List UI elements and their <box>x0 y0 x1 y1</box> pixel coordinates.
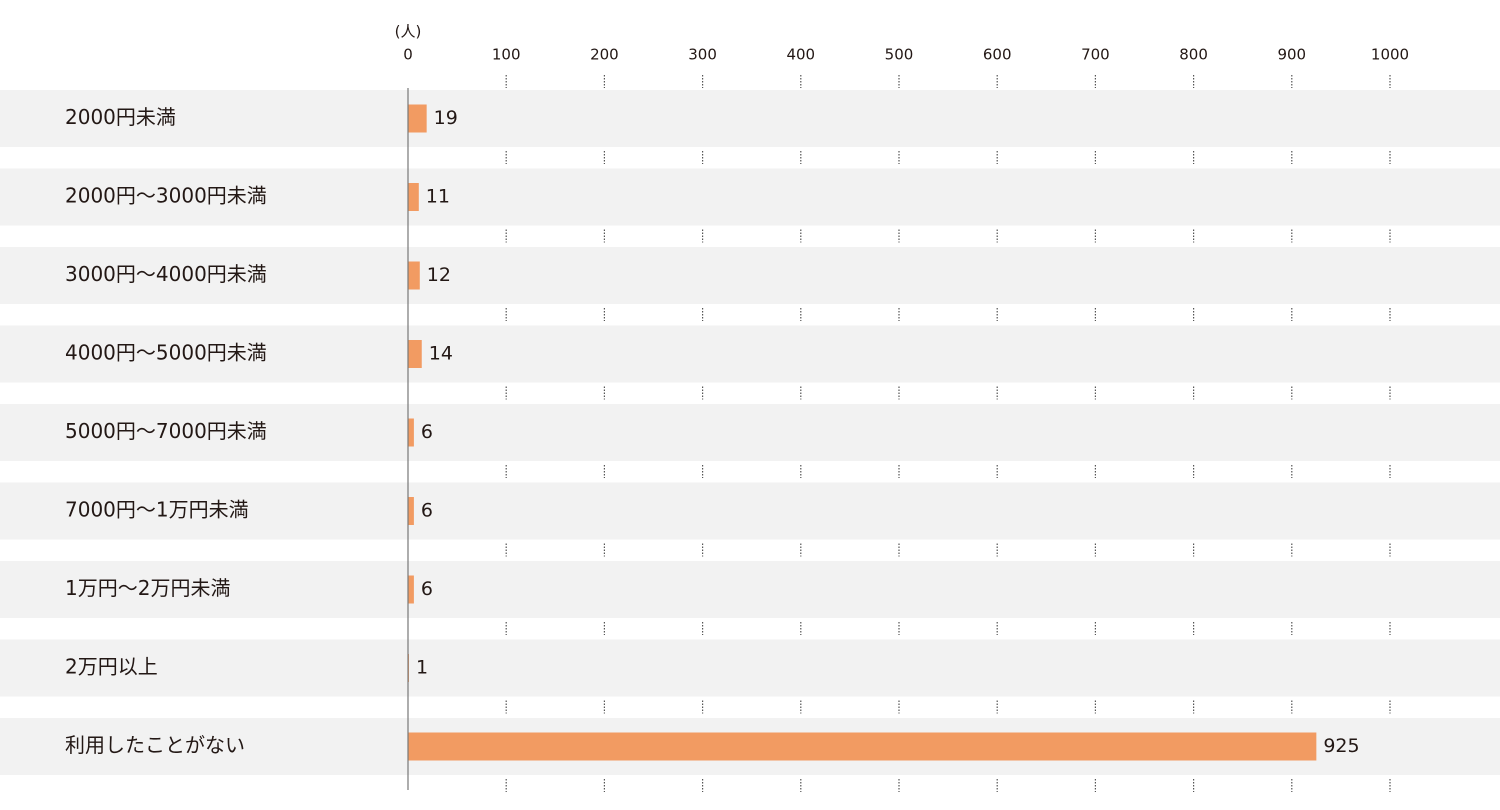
x-tick-label: 1000 <box>1371 46 1409 64</box>
row-band <box>0 325 1500 383</box>
category-label: 7000円〜1万円未満 <box>65 498 249 522</box>
x-tick-label: 900 <box>1277 46 1306 64</box>
bar <box>408 340 422 368</box>
category-label: 3000円〜4000円未満 <box>65 262 267 286</box>
x-tick-label: 0 <box>403 46 413 64</box>
x-tick-label: 200 <box>590 46 619 64</box>
x-tick-label: 600 <box>983 46 1012 64</box>
category-label: 2000円未満 <box>65 105 176 129</box>
row-band <box>0 639 1500 697</box>
value-label: 11 <box>426 186 450 208</box>
row-band <box>0 90 1500 147</box>
category-label: 利用したことがない <box>65 733 245 757</box>
x-tick-label: 400 <box>786 46 815 64</box>
category-label: 4000円〜5000円未満 <box>65 341 267 365</box>
unit-label: (人) <box>395 23 422 41</box>
row-band <box>0 561 1500 618</box>
category-label: 1万円〜2万円未満 <box>65 576 230 600</box>
x-tick-label: 500 <box>885 46 914 64</box>
bar <box>408 104 427 133</box>
bar <box>408 183 419 211</box>
row-band <box>0 404 1500 461</box>
row-band <box>0 482 1500 540</box>
value-label: 12 <box>427 264 451 286</box>
value-label: 19 <box>434 107 458 129</box>
x-tick-label: 700 <box>1081 46 1110 64</box>
bar <box>408 418 414 447</box>
category-label: 2000円〜3000円未満 <box>65 184 267 208</box>
value-label: 14 <box>429 343 453 365</box>
x-tick-label: 800 <box>1179 46 1208 64</box>
bar <box>408 261 420 290</box>
bar <box>408 732 1317 761</box>
x-tick-label: 100 <box>492 46 521 64</box>
value-label: 925 <box>1323 735 1359 757</box>
value-label: 6 <box>421 500 433 522</box>
category-label: 5000円〜7000円未満 <box>65 419 267 443</box>
value-label: 6 <box>421 578 433 600</box>
category-label: 2万円以上 <box>65 655 158 679</box>
row-band <box>0 168 1500 226</box>
bar <box>408 497 414 525</box>
bar <box>408 575 414 604</box>
value-label: 6 <box>421 421 433 443</box>
value-label: 1 <box>416 657 428 679</box>
x-tick-label: 300 <box>688 46 717 64</box>
row-band <box>0 247 1500 304</box>
